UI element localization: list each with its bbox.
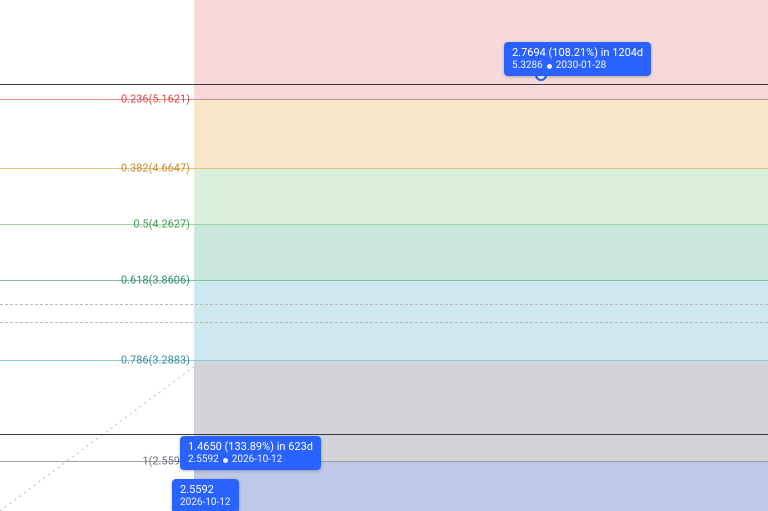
fib-band <box>194 99 768 168</box>
projection-tooltip-lower[interactable]: 1.4650 (133.89%) in 623d2.55922026-10-12 <box>180 436 321 470</box>
tooltip-title: 2.7694 (108.21%) in 1204d <box>512 46 643 60</box>
fib-level-line <box>0 360 768 361</box>
price-tag-tooltip[interactable]: 2.55922026-10-12 <box>172 479 239 511</box>
tooltip-title: 1.4650 (133.89%) in 623d <box>188 440 313 454</box>
fibonacci-projection-chart[interactable]: 0.236(5.1621) 0.382(4.6647) 0.5(4.2627) 0.6… <box>0 0 768 511</box>
projection-tooltip-upper[interactable]: 2.7694 (108.21%) in 1204d5.32862030-01-2… <box>504 42 651 76</box>
fib-level-line <box>0 168 768 169</box>
fib-level-line <box>0 99 768 100</box>
fib-level-label: 0.382(4.6647) <box>121 162 190 175</box>
guide-line <box>0 322 768 323</box>
guide-line <box>0 304 768 305</box>
tooltip-title: 2.5592 <box>180 483 231 497</box>
separator-dot-icon <box>547 64 552 69</box>
fib-level-line <box>0 461 768 462</box>
fib-band <box>194 168 768 224</box>
fib-level-label: 0.236(5.1621) <box>121 93 190 106</box>
fib-level-label: 0.5(4.2627) <box>133 218 190 231</box>
fib-level-line <box>0 224 768 225</box>
fib-level-label: 0.786(3.2883) <box>121 354 190 367</box>
price-line <box>0 434 768 435</box>
fib-level-line <box>0 280 768 281</box>
tooltip-subtitle: 2026-10-12 <box>180 497 231 510</box>
fib-band <box>194 224 768 280</box>
tooltip-subtitle: 5.32862030-01-28 <box>512 60 643 73</box>
separator-dot-icon <box>223 458 228 463</box>
fib-band <box>194 280 768 360</box>
fib-level-label: 0.618(3.8606) <box>121 274 190 287</box>
tooltip-subtitle: 2.55922026-10-12 <box>188 454 313 467</box>
price-line <box>0 84 768 85</box>
